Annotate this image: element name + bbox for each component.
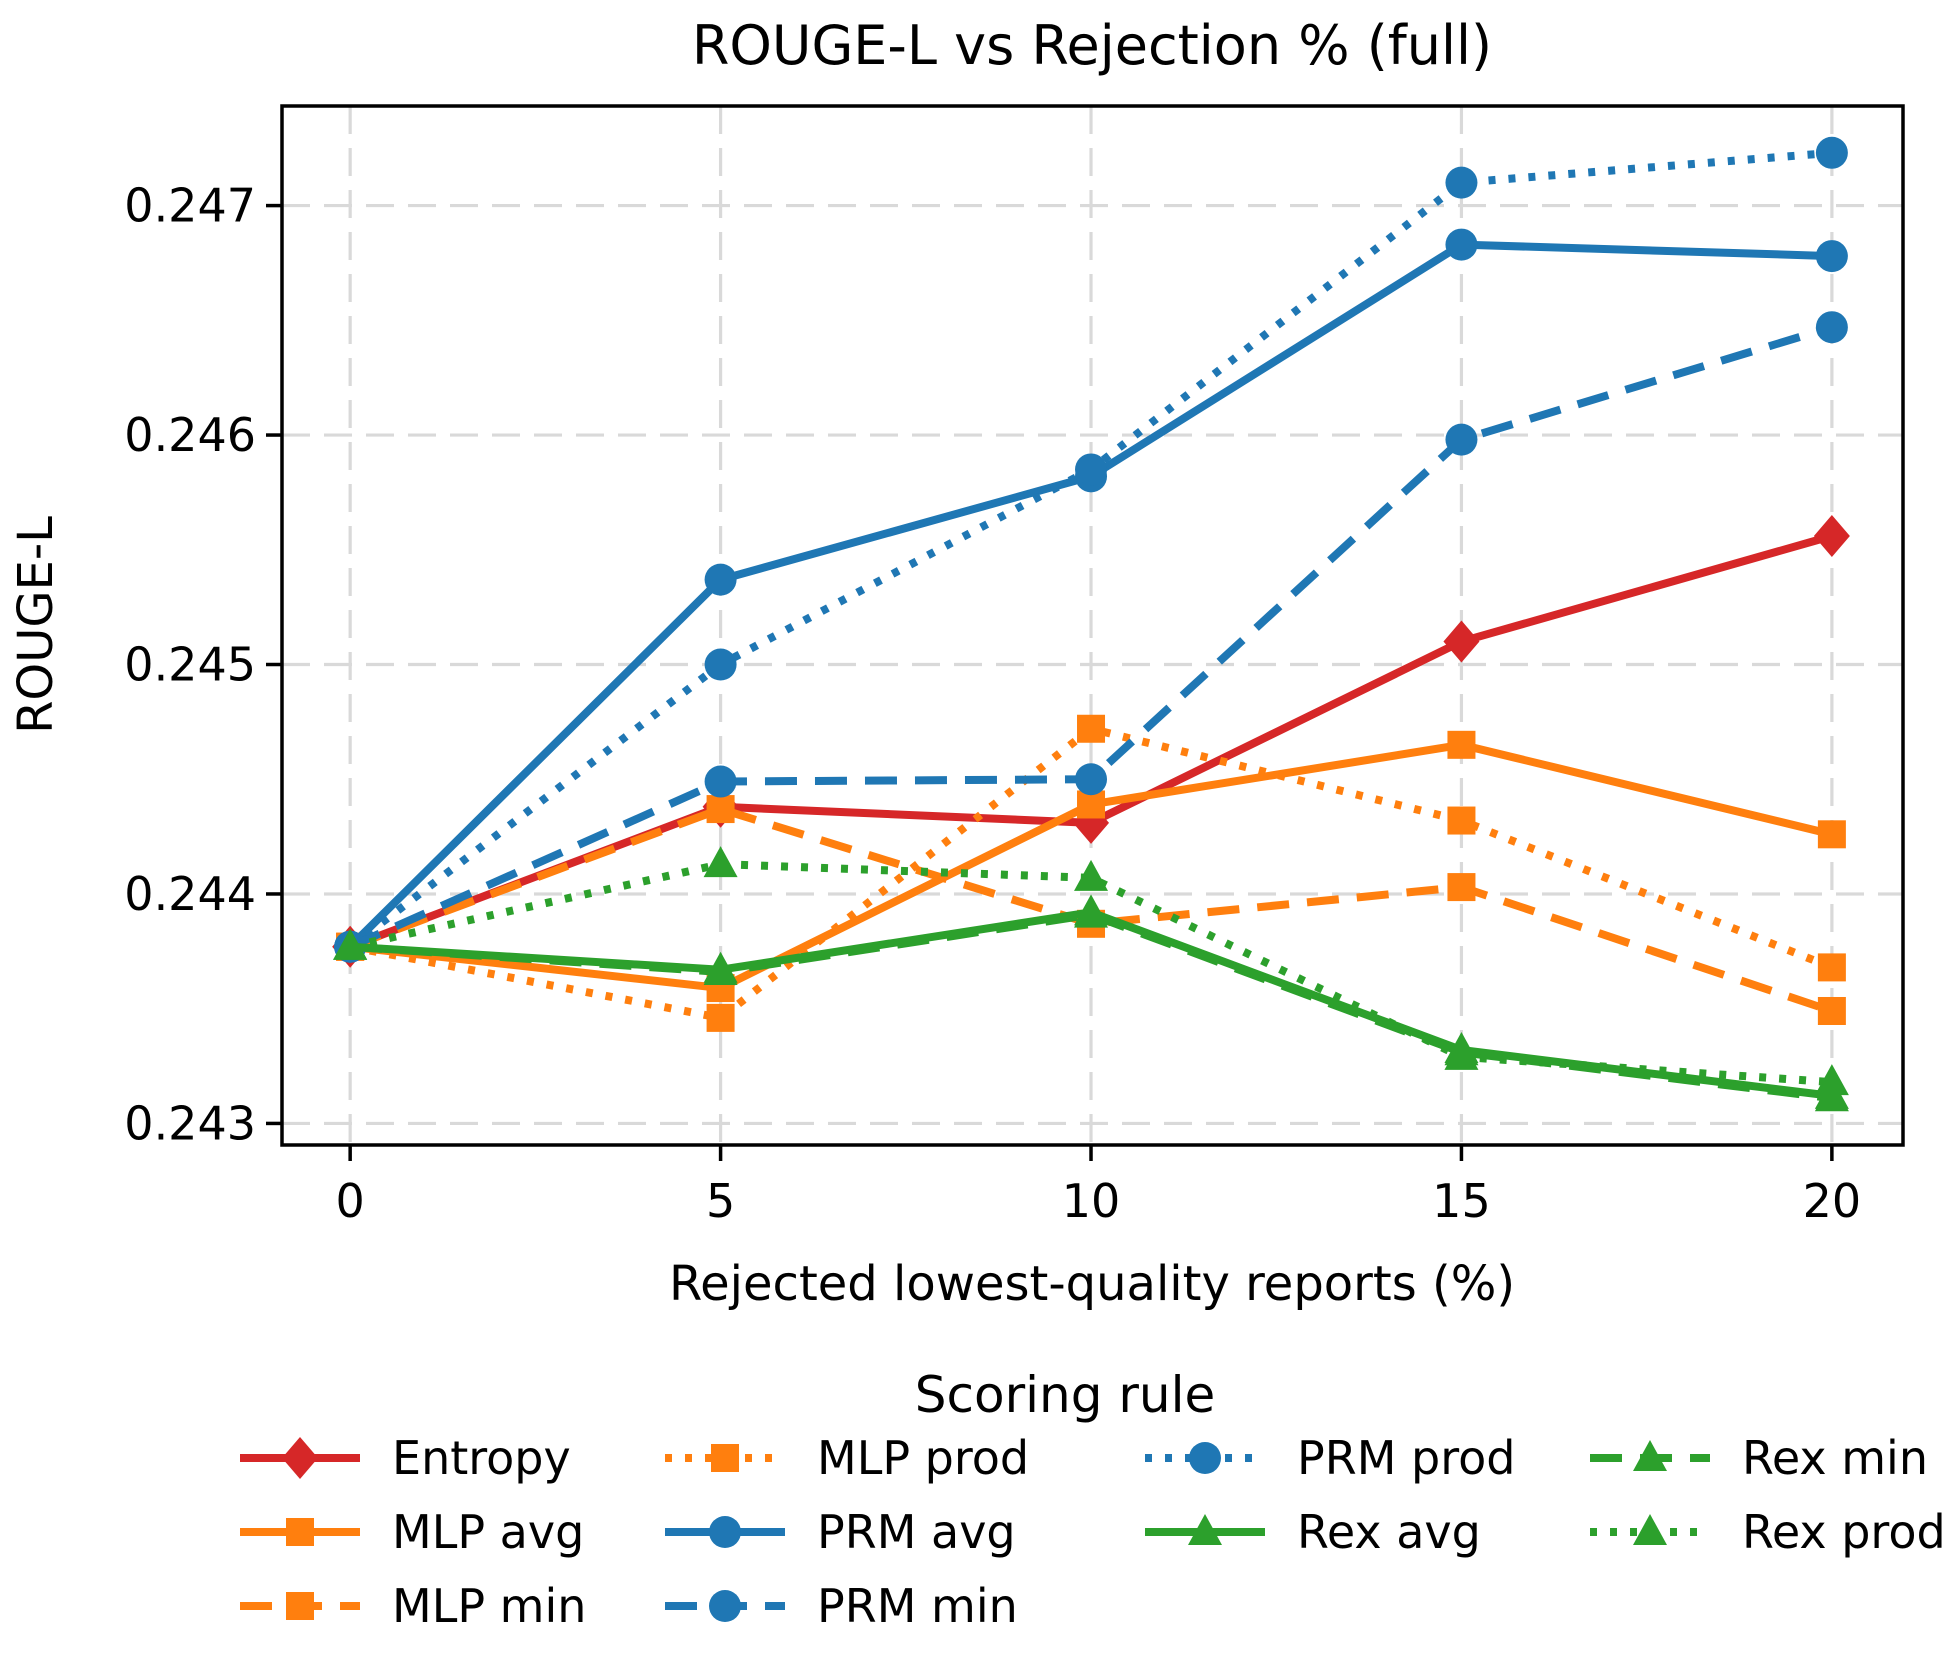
legend-item-rex-prod: Rex prod <box>1590 1505 1945 1559</box>
data-point-circle <box>1075 763 1108 796</box>
data-point-circle <box>709 1516 741 1548</box>
data-point-circle <box>1815 136 1848 169</box>
data-point-square <box>1447 730 1476 759</box>
series-layer <box>332 136 1850 1112</box>
x-tick-label: 0 <box>336 1174 365 1228</box>
legend-title: Scoring rule <box>915 1366 1216 1424</box>
data-point-square <box>1447 873 1476 902</box>
data-point-circle <box>704 765 737 798</box>
data-point-square <box>1817 953 1846 982</box>
legend-label: PRM min <box>817 1579 1018 1633</box>
series-rex-prod <box>333 846 1849 1096</box>
series-prm-min <box>334 311 1848 963</box>
data-point-diamond <box>1813 515 1850 558</box>
data-point-square <box>286 1518 314 1546</box>
data-point-circle <box>1815 240 1848 273</box>
legend-item-rex-min: Rex min <box>1590 1431 1928 1485</box>
legend-label: MLP prod <box>817 1431 1029 1485</box>
x-tick-label: 20 <box>1803 1174 1862 1228</box>
legend-label: Rex avg <box>1297 1505 1481 1559</box>
x-tick-label: 15 <box>1432 1174 1491 1228</box>
series-line <box>349 860 1833 1087</box>
data-point-triangle <box>703 846 738 878</box>
data-point-diamond <box>282 1437 318 1479</box>
x-tick-label: 5 <box>706 1174 735 1228</box>
legend: Entropy MLP avg MLP min MLP prod PRM avg PRM … <box>240 1431 1945 1633</box>
y-tick-label: 0.245 <box>124 638 256 692</box>
legend-item-mlp-avg: MLP avg <box>240 1505 584 1559</box>
data-point-triangle <box>1074 896 1109 928</box>
data-point-triangle <box>1074 859 1109 891</box>
data-point-square <box>706 1003 735 1032</box>
data-point-circle <box>709 1590 741 1622</box>
legend-label: PRM avg <box>817 1505 1016 1559</box>
legend-item-prm-min: PRM min <box>665 1579 1018 1633</box>
legend-label: Rex min <box>1742 1431 1928 1485</box>
y-tick-label: 0.247 <box>124 179 256 233</box>
data-point-circle <box>1075 453 1108 486</box>
data-point-square <box>706 795 735 824</box>
data-point-square <box>286 1592 314 1620</box>
series-line <box>348 805 1834 1015</box>
data-point-square <box>1077 714 1106 743</box>
data-point-circle <box>1189 1442 1221 1474</box>
data-point-circle <box>704 563 737 596</box>
data-point-circle <box>1445 166 1478 199</box>
tick-label-layer: 0 5 10 15 20 0.243 0.244 0.245 0.246 0.247 <box>124 179 1861 1228</box>
grid-layer <box>282 106 1903 1145</box>
y-tick-label: 0.246 <box>124 408 256 462</box>
data-point-circle <box>1445 228 1478 261</box>
axes-layer <box>266 104 1905 1161</box>
data-point-circle <box>1815 311 1848 344</box>
data-point-square <box>1817 996 1846 1025</box>
legend-label: Rex prod <box>1742 1505 1945 1559</box>
legend-item-rex-avg: Rex avg <box>1145 1505 1481 1559</box>
legend-label: MLP avg <box>392 1505 584 1559</box>
x-axis-label: Rejected lowest-quality reports (%) <box>669 1256 1515 1312</box>
chart-title: ROUGE-L vs Rejection % (full) <box>692 14 1492 77</box>
x-tick-label: 10 <box>1062 1174 1121 1228</box>
data-point-circle <box>1445 423 1478 456</box>
data-point-square <box>1447 806 1476 835</box>
legend-label: PRM prod <box>1297 1431 1515 1485</box>
data-point-triangle <box>1633 1440 1667 1471</box>
legend-item-mlp-prod: MLP prod <box>665 1431 1029 1485</box>
data-point-square <box>1817 820 1846 849</box>
legend-item-entropy: Entropy <box>240 1431 571 1485</box>
series-line <box>349 724 1834 1022</box>
data-point-triangle <box>1444 1038 1479 1070</box>
data-point-triangle <box>1814 1080 1849 1112</box>
legend-item-prm-prod: PRM prod <box>1145 1431 1515 1485</box>
data-point-circle <box>704 648 737 681</box>
y-tick-label: 0.244 <box>124 867 256 921</box>
y-tick-label: 0.243 <box>124 1096 256 1150</box>
legend-item-mlp-min: MLP min <box>240 1579 586 1633</box>
legend-label: MLP min <box>392 1579 586 1633</box>
data-point-triangle <box>703 953 738 985</box>
data-point-triangle <box>333 928 368 960</box>
data-point-triangle <box>1633 1514 1667 1545</box>
data-point-triangle <box>1188 1514 1222 1545</box>
data-point-square <box>711 1444 739 1472</box>
data-point-diamond <box>1443 620 1480 663</box>
legend-label: Entropy <box>392 1431 571 1485</box>
y-axis-label: ROUGE-L <box>8 516 64 734</box>
data-point-triangle <box>1814 1064 1849 1096</box>
legend-item-prm-avg: PRM avg <box>665 1505 1016 1559</box>
